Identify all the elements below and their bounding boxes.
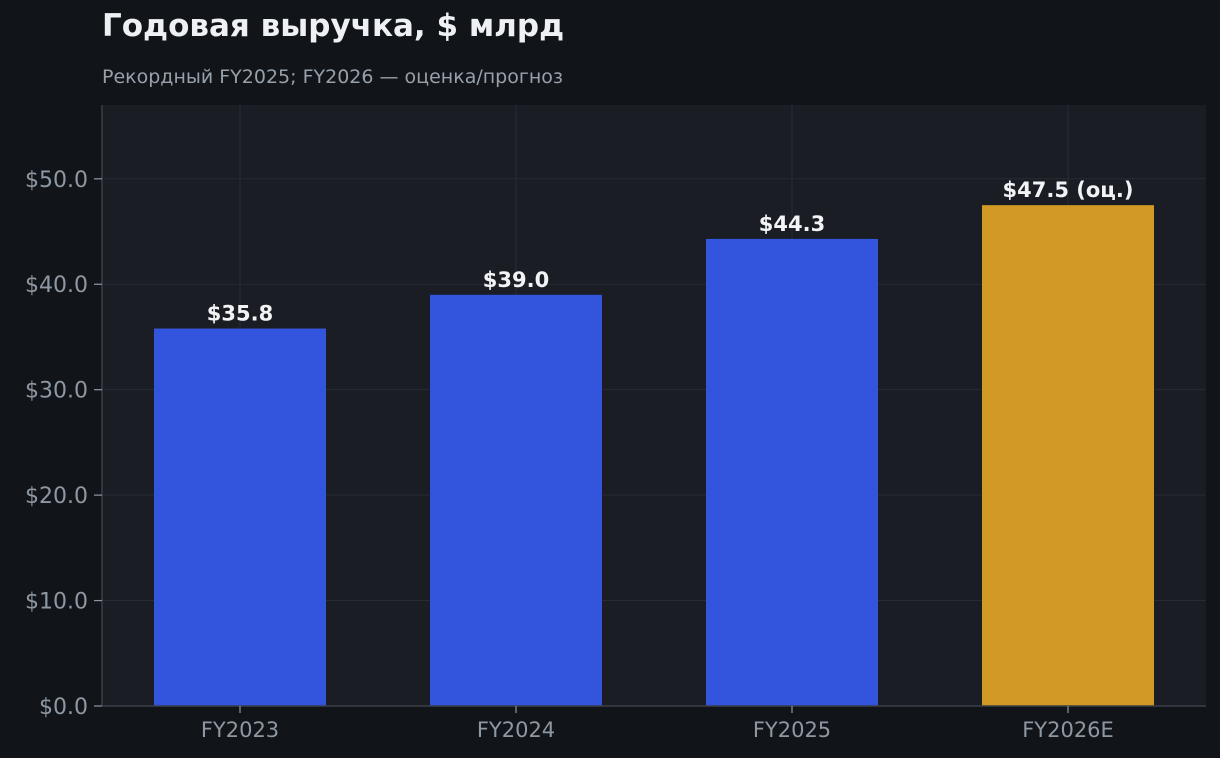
data-label: $47.5 (оц.) <box>1003 178 1134 202</box>
y-tick-label: $40.0 <box>25 273 88 298</box>
y-tick-label: $10.0 <box>25 590 88 615</box>
x-tick-label: FY2024 <box>477 718 555 742</box>
bar <box>706 238 878 706</box>
y-tick-label: $50.0 <box>25 168 88 193</box>
y-tick-label: $0.0 <box>39 695 88 720</box>
y-tick-label: $30.0 <box>25 379 88 404</box>
bar <box>982 205 1154 706</box>
bar <box>154 328 326 706</box>
data-label: $39.0 <box>483 268 549 292</box>
chart-title: Годовая выручка, $ млрд <box>102 8 565 44</box>
chart-subtitle: Рекордный FY2025; FY2026 — оценка/прогно… <box>102 66 563 88</box>
bar <box>430 294 602 706</box>
data-label: $44.3 <box>759 212 825 236</box>
data-label: $35.8 <box>207 302 273 326</box>
x-tick-label: FY2026E <box>1022 718 1114 742</box>
y-tick-label: $20.0 <box>25 484 88 509</box>
x-tick-label: FY2025 <box>753 718 831 742</box>
x-tick-label: FY2023 <box>201 718 279 742</box>
